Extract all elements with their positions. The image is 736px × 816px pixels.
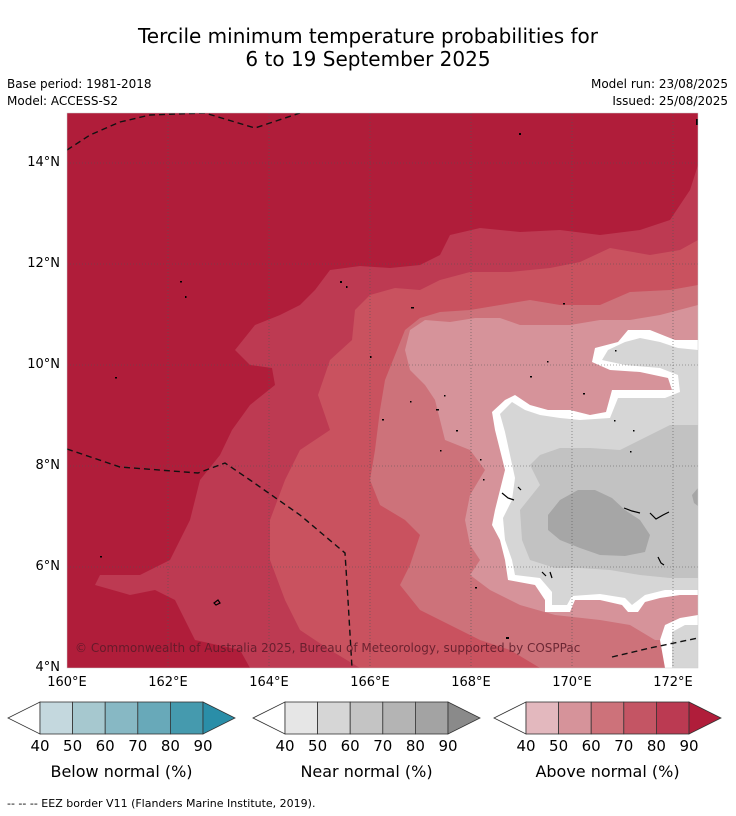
legend-below-normal-swatch-60 [104, 701, 139, 735]
contour-near-70-edge [692, 488, 698, 506]
eez-borders [67, 113, 698, 668]
legend-near-normal-swatch-40 [284, 701, 318, 735]
legend-below-normal-swatch-70 [137, 701, 171, 735]
map-gridlines [67, 113, 698, 668]
legend-near-tick: 50 [308, 737, 328, 755]
map-frame [66, 112, 699, 669]
legend-near-tick: 40 [275, 737, 295, 755]
contour-near-70 [548, 490, 650, 556]
model-run: Model run: 23/08/2025 [590, 77, 728, 91]
legend-below-tick: 50 [63, 737, 83, 755]
legend-above-normal-high-arrow [688, 701, 722, 735]
map-title-line2: 6 to 19 September 2025 [245, 47, 491, 71]
lat-label-12n: 12°N [27, 256, 60, 271]
legend-above-normal [493, 701, 722, 735]
legend-above-normal-swatch-60 [590, 701, 625, 735]
lon-label-160e: 160°E [47, 675, 87, 690]
lat-label-6n: 6°N [35, 559, 61, 574]
lat-label-8n: 8°N [35, 458, 61, 473]
legend-below-tick: 90 [193, 737, 213, 755]
island-outlines [213, 486, 670, 606]
legend-below-tick: 80 [160, 737, 180, 755]
legend-near-normal-high-arrow [447, 701, 481, 735]
model-name: Model: ACCESS-S2 [7, 94, 119, 108]
legend-above-normal-swatch-50 [558, 701, 592, 735]
legend-above-tick: 60 [581, 737, 601, 755]
map-contours [67, 113, 698, 668]
lon-label-168e: 168°E [451, 675, 491, 690]
legend-near-normal-swatch-80 [414, 701, 449, 735]
lon-label-166e: 166°E [350, 675, 390, 690]
legend-near-tick: 90 [438, 737, 458, 755]
legend-near-normal-swatch-60 [349, 701, 384, 735]
legend-near-normal-swatch-70 [382, 701, 416, 735]
legend-above-normal-title: Above normal (%) [535, 762, 680, 781]
legend-near-tick: 70 [373, 737, 393, 755]
lat-label-4n: 4°N [35, 660, 61, 675]
legend-near-tick: 80 [405, 737, 425, 755]
legend-below-normal-low-arrow [7, 701, 41, 735]
lat-label-14n: 14°N [27, 155, 60, 170]
legend-above-normal-swatch-80 [656, 701, 690, 735]
legend-below-tick: 40 [30, 737, 50, 755]
lon-label-164e: 164°E [249, 675, 289, 690]
legend-below-tick: 70 [128, 737, 148, 755]
legend-above-tick: 40 [516, 737, 536, 755]
legend-near-normal-low-arrow [252, 701, 286, 735]
legend-above-normal-swatch-70 [623, 701, 657, 735]
lon-label-170e: 170°E [552, 675, 592, 690]
lat-label-10n: 10°N [27, 357, 60, 372]
legend-below-tick: 60 [95, 737, 115, 755]
legend-near-normal-title: Near normal (%) [300, 762, 433, 781]
legend-near-tick: 60 [340, 737, 360, 755]
lon-label-172e: 172°E [653, 675, 693, 690]
legend-above-tick: 70 [614, 737, 634, 755]
legend-near-normal [252, 701, 481, 735]
issued-date: Issued: 25/08/2025 [612, 94, 728, 108]
legend-above-normal-swatch-40 [525, 701, 559, 735]
map-copyright: © Commonwealth of Australia 2025, Bureau… [75, 641, 581, 655]
island-markers [100, 119, 698, 639]
legend-below-normal [7, 701, 236, 735]
legend-above-tick: 80 [646, 737, 666, 755]
legend-near-normal-swatch-50 [317, 701, 351, 735]
base-period: Base period: 1981-2018 [7, 77, 152, 91]
map-title-line1: Tercile minimum temperature probabilitie… [137, 24, 599, 48]
contour-near-50-lower-right [672, 625, 698, 668]
legend-below-normal-swatch-80 [169, 701, 204, 735]
legend-above-normal-low-arrow [493, 701, 527, 735]
legend-above-tick: 50 [549, 737, 569, 755]
legend-below-normal-high-arrow [202, 701, 236, 735]
legend-above-tick: 90 [679, 737, 699, 755]
legend-below-normal-swatch-50 [72, 701, 106, 735]
legend-below-normal-title: Below normal (%) [50, 762, 193, 781]
eez-border-note: -- -- -- EEZ border V11 (Flanders Marine… [7, 797, 316, 810]
lon-label-162e: 162°E [148, 675, 188, 690]
legend-below-normal-swatch-40 [39, 701, 73, 735]
